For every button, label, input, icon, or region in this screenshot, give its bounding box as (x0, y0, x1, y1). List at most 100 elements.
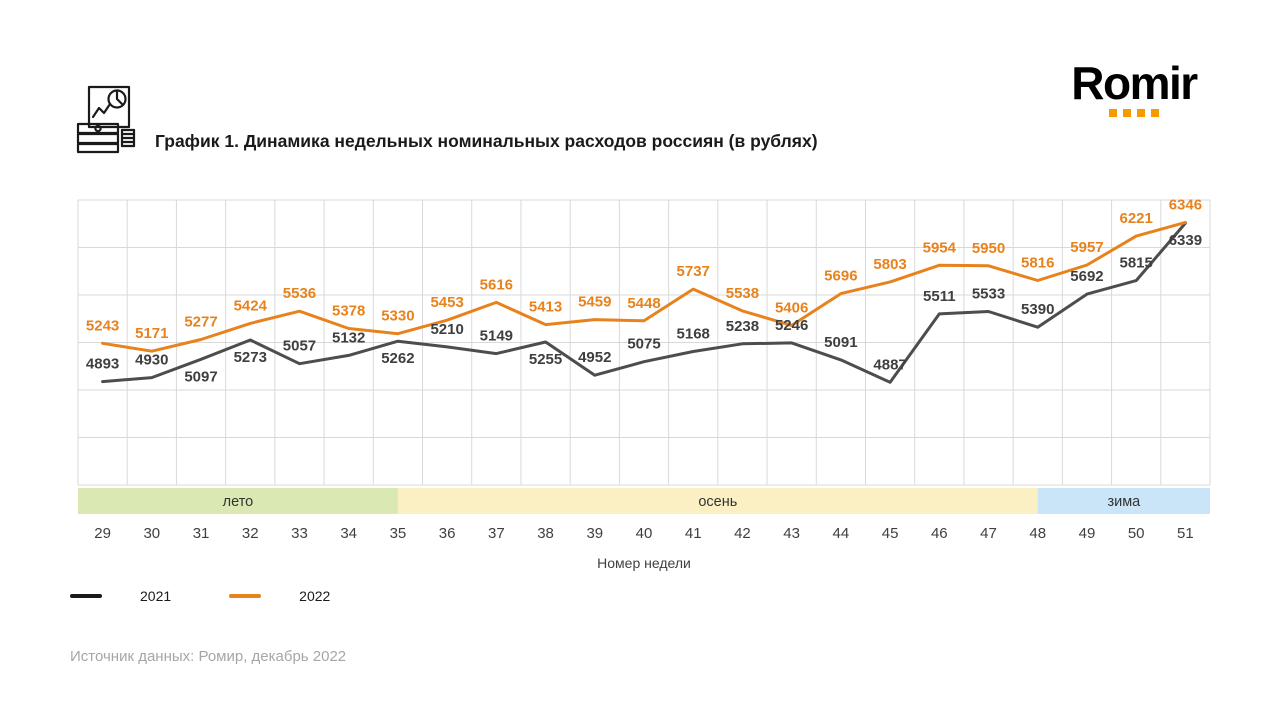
data-label: 5538 (726, 285, 759, 302)
chart-title: График 1. Динамика недельных номинальных… (155, 131, 818, 151)
legend-swatch-2021 (70, 594, 102, 598)
week-label: 37 (488, 525, 505, 542)
week-label: 46 (931, 525, 948, 542)
data-label: 5536 (283, 285, 316, 302)
data-label: 5957 (1070, 239, 1103, 256)
week-label: 30 (143, 525, 160, 542)
data-label: 5413 (529, 299, 562, 316)
chart-legend: 2021 2022 (70, 588, 388, 604)
data-label: 5378 (332, 302, 365, 319)
data-label: 5954 (923, 239, 957, 256)
logo-dot (1137, 109, 1145, 117)
gridlines (77, 199, 1211, 486)
data-label: 4930 (135, 352, 168, 369)
data-label: 5246 (775, 317, 808, 334)
data-label: 5132 (332, 329, 365, 346)
data-label: 4952 (578, 349, 611, 366)
week-label: 45 (882, 525, 899, 542)
data-label: 4887 (873, 356, 906, 373)
data-label: 5816 (1021, 254, 1054, 271)
data-label: 5057 (283, 338, 316, 355)
week-label: 31 (193, 525, 210, 542)
week-label: 35 (390, 525, 407, 542)
week-label: 50 (1128, 525, 1145, 542)
data-label: 5149 (480, 328, 513, 345)
season-band-зима (1037, 488, 1210, 514)
week-label: 39 (586, 525, 603, 542)
data-label: 5091 (824, 334, 857, 351)
week-label: 43 (783, 525, 800, 542)
season-label-лето: лето (223, 494, 254, 510)
romir-logo-dots (1058, 109, 1210, 117)
data-label: 5277 (184, 314, 217, 331)
logo-dot (1151, 109, 1159, 117)
data-label: 5453 (430, 294, 463, 311)
data-label: 5406 (775, 299, 808, 316)
legend-label-2021: 2021 (140, 588, 172, 604)
data-label: 5737 (677, 263, 710, 280)
x-axis-labels: 29 30 31 32 33 34 35 36 37 38 39 40 41 42 43 44 45 46 47 48… (94, 525, 1193, 542)
week-label: 42 (734, 525, 751, 542)
season-label-осень: осень (698, 494, 737, 510)
data-label: 5097 (184, 368, 217, 385)
data-label: 5815 (1119, 255, 1152, 272)
data-label: 5511 (923, 288, 956, 305)
data-label: 5171 (135, 325, 168, 342)
romir-logo-text: Romir (1071, 57, 1198, 109)
week-label: 44 (833, 525, 850, 542)
data-label: 5459 (578, 294, 611, 311)
data-label: 5950 (972, 240, 1005, 257)
legend-swatch-2022 (229, 594, 262, 598)
data-label: 6221 (1119, 210, 1152, 227)
data-label: 5390 (1021, 301, 1054, 318)
expenses-icon-graphic (76, 85, 136, 154)
data-label: 5255 (529, 351, 562, 368)
data-label: 6346 (1169, 196, 1202, 213)
season-band-осень (397, 488, 1038, 514)
series-line-2021 (101, 221, 1187, 384)
week-label: 40 (636, 525, 653, 542)
series-labels-2021: 4893 4930 5097 5273 5057 5132 5262 5210 5149 5255… (86, 232, 1202, 385)
romir-logo: Romir (1058, 60, 1210, 117)
data-label: 5692 (1070, 268, 1103, 285)
week-label: 32 (242, 525, 259, 542)
season-bands: лето осень зима (78, 488, 1210, 514)
week-label: 48 (1029, 525, 1046, 542)
data-label: 4893 (86, 356, 119, 373)
season-band-лето (78, 488, 398, 514)
series-line-2022 (101, 220, 1187, 353)
week-label: 41 (685, 525, 702, 542)
logo-dot (1123, 109, 1131, 117)
series-labels-2022: 5243 5171 5277 5424 5536 5378 5330 5453 5616 5413… (86, 196, 1202, 342)
data-label: 5448 (627, 295, 660, 312)
data-label: 5696 (824, 268, 857, 285)
data-label: 5803 (873, 256, 906, 273)
week-label: 36 (439, 525, 456, 542)
data-label: 5330 (381, 308, 414, 325)
chart-area: лето осень зима 4893 4930 5097 5273 5057 5132 526… (77, 196, 1211, 585)
data-label: 5616 (480, 276, 513, 293)
legend-label-2022: 2022 (299, 588, 331, 604)
week-label: 49 (1079, 525, 1096, 542)
data-label: 5243 (86, 317, 119, 334)
legend-item-2021: 2021 (70, 588, 171, 604)
data-label: 5533 (972, 285, 1005, 302)
data-label: 5273 (234, 349, 267, 366)
x-axis-title: Номер недели (597, 555, 691, 571)
legend-item-2022: 2022 (229, 588, 330, 604)
week-label: 51 (1177, 525, 1194, 542)
week-label: 29 (94, 525, 111, 542)
data-label: 5262 (381, 350, 414, 367)
data-source: Источник данных: Ромир, декабрь 2022 (70, 648, 347, 665)
season-label-зима: зима (1107, 494, 1141, 510)
data-label: 5210 (430, 321, 463, 338)
week-label: 34 (340, 525, 357, 542)
week-label: 47 (980, 525, 997, 542)
week-label: 38 (537, 525, 554, 542)
week-label: 33 (291, 525, 308, 542)
data-label: 5075 (627, 336, 660, 353)
data-label: 5238 (726, 318, 759, 335)
expenses-icon (76, 84, 138, 154)
